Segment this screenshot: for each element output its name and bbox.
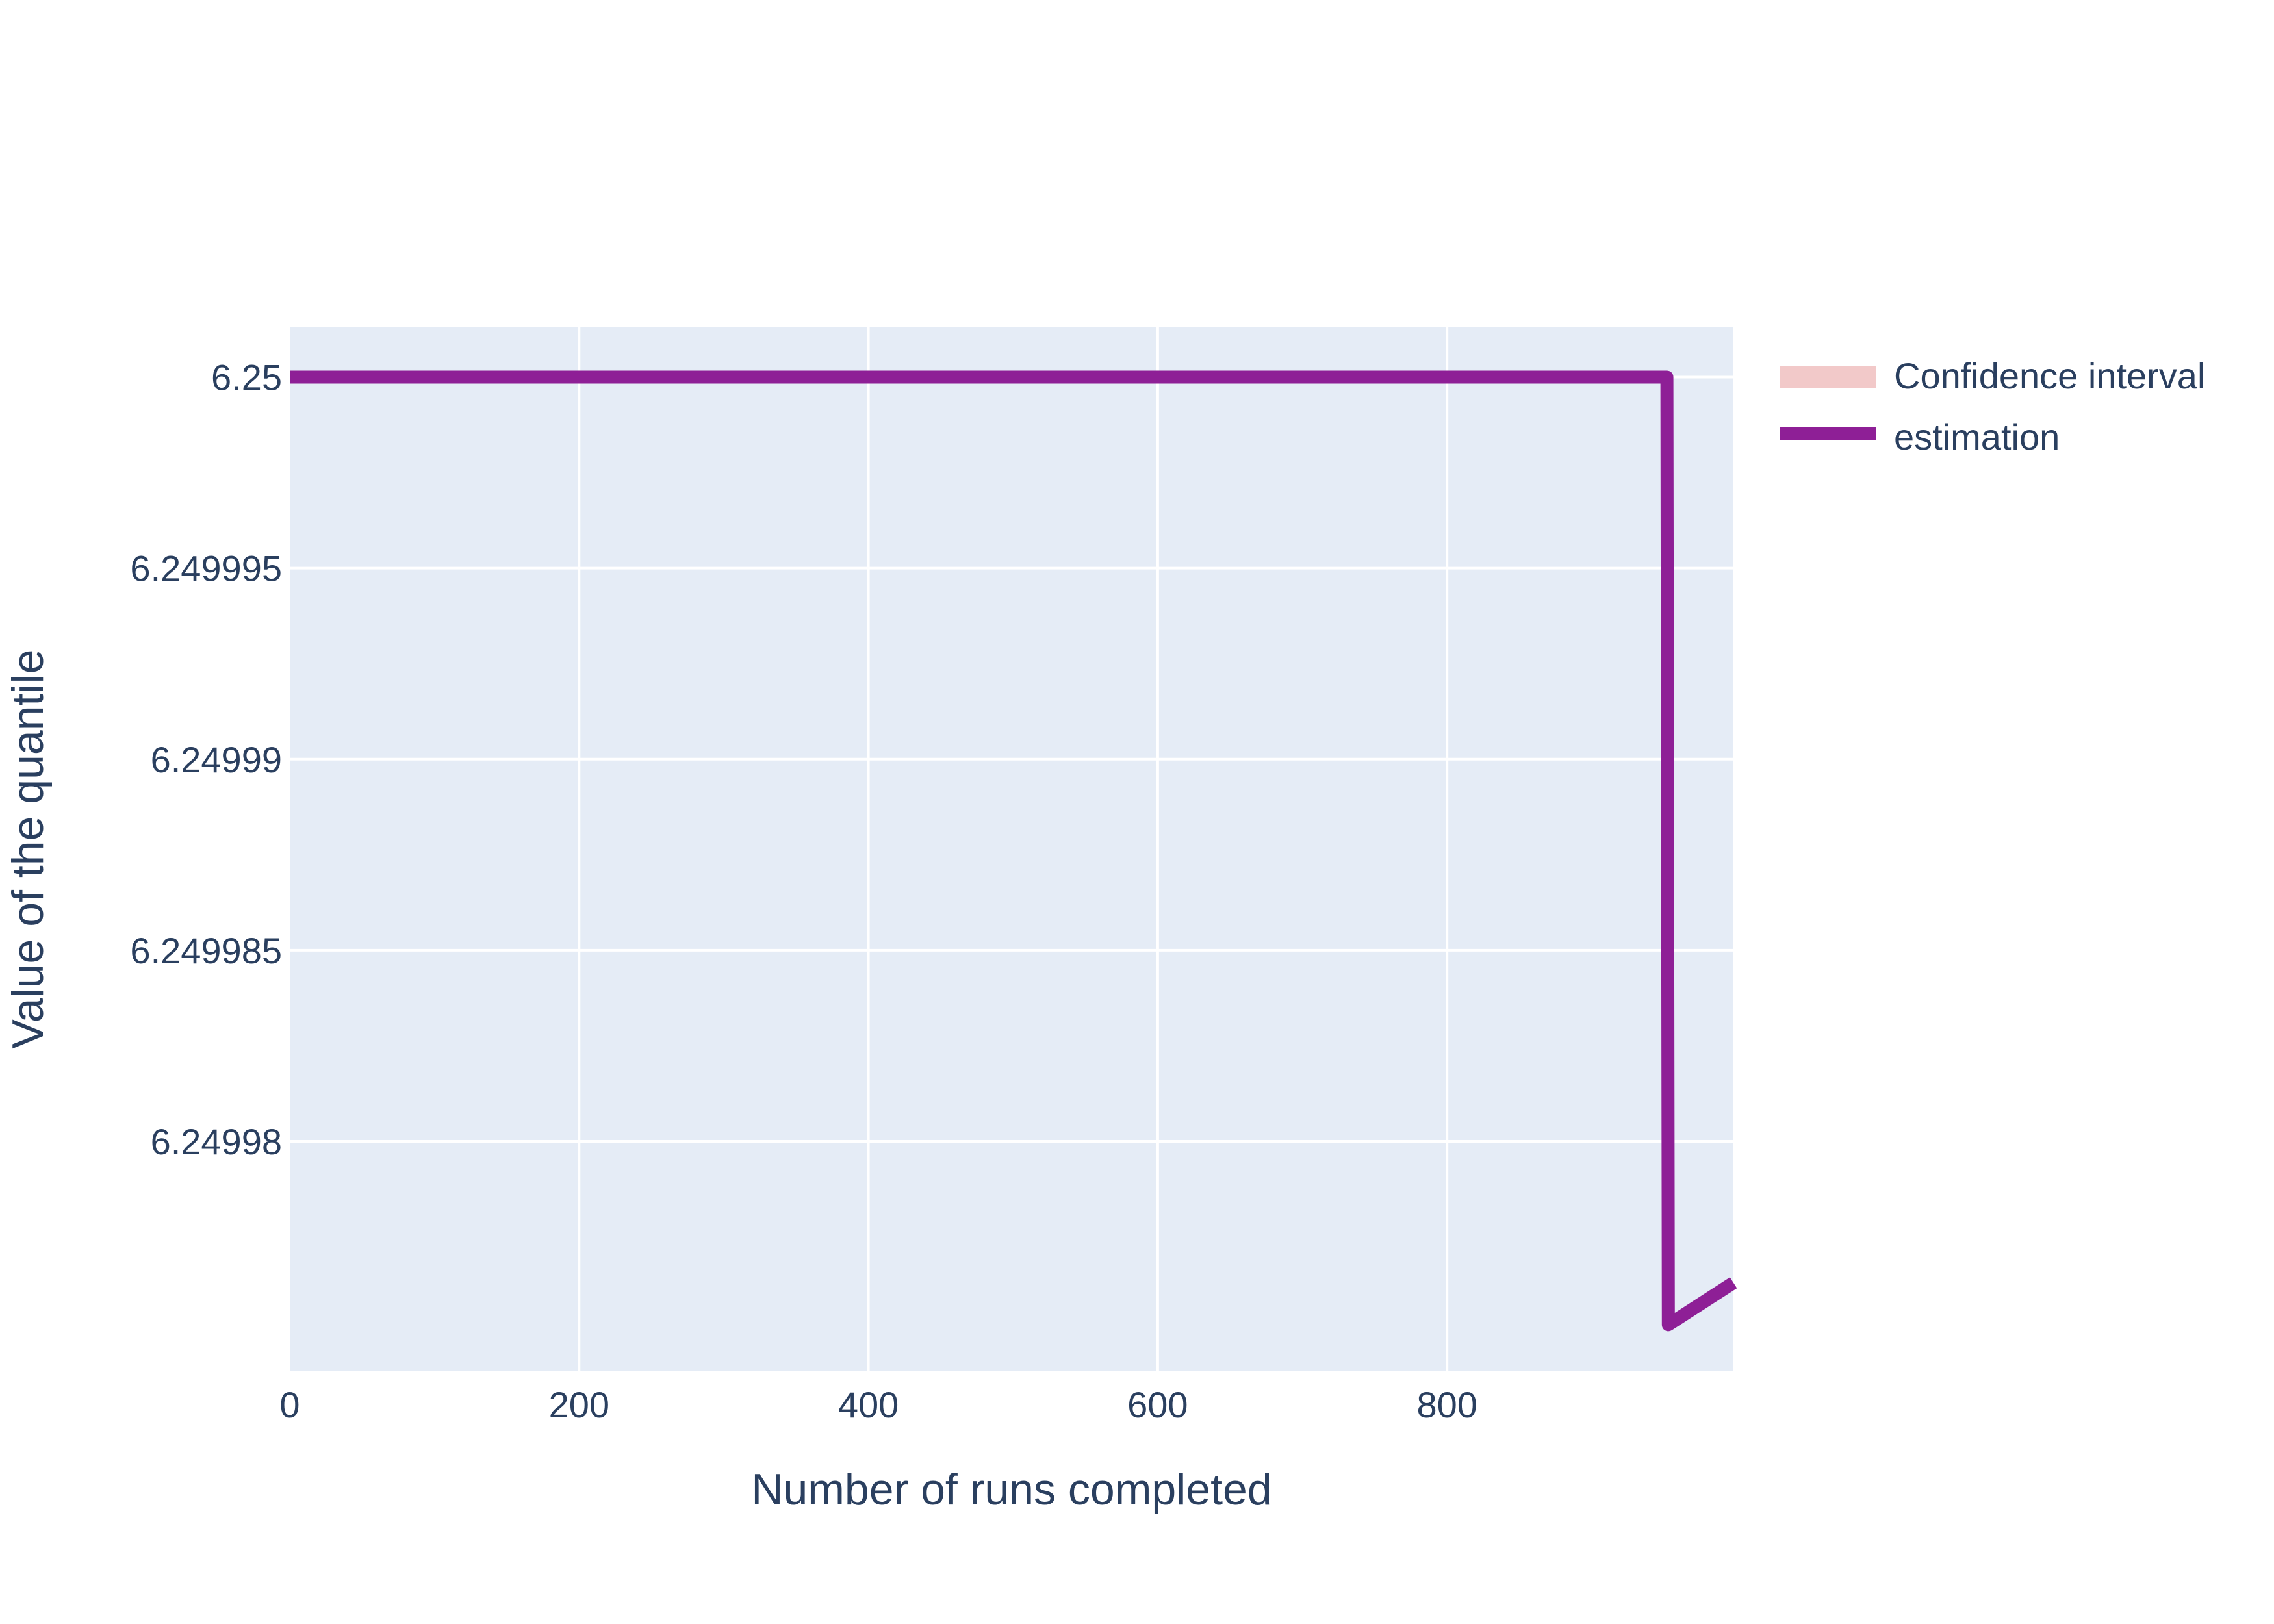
y-tick-label: 6.249985 (130, 930, 282, 971)
x-tick-label: 200 (549, 1384, 609, 1425)
x-axis-title: Number of runs completed (751, 1465, 1271, 1514)
legend-swatch-confidence-interval (1780, 366, 1876, 388)
y-tick-labels: 6.25 6.249995 6.24999 6.249985 6.24998 (130, 357, 282, 1162)
legend: Confidence interval estimation (1780, 355, 2205, 457)
estimation-line-layer (290, 370, 1737, 1332)
legend-label-estimation: estimation (1894, 416, 2060, 457)
y-tick-label: 6.25 (211, 357, 282, 398)
y-tick-label: 6.24998 (151, 1121, 282, 1162)
y-tick-label: 6.249995 (130, 548, 282, 589)
y-axis-title: Value of the quantile (3, 650, 53, 1049)
legend-label-confidence-interval: Confidence interval (1894, 355, 2205, 396)
x-tick-labels: 0 200 400 600 800 (279, 1384, 1477, 1425)
x-tick-label: 0 (279, 1384, 300, 1425)
y-tick-label: 6.24999 (151, 739, 282, 780)
plot-background (290, 327, 1733, 1371)
x-tick-label: 800 (1416, 1384, 1477, 1425)
x-tick-label: 600 (1127, 1384, 1188, 1425)
estimation-line (290, 370, 1737, 1332)
x-tick-label: 400 (838, 1384, 899, 1425)
